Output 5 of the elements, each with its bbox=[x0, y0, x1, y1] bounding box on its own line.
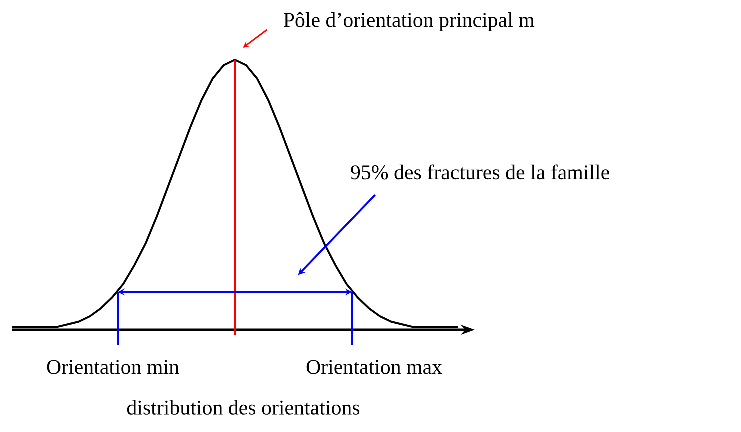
text: Pôle d’orientation principal m bbox=[284, 12, 535, 32]
text: Orientation min bbox=[47, 360, 180, 374]
annotation: 95% des fractures de la famille bbox=[351, 164, 610, 180]
x-axis-title: distribution des orientations bbox=[127, 400, 360, 415]
text: Orientation max bbox=[306, 360, 442, 374]
